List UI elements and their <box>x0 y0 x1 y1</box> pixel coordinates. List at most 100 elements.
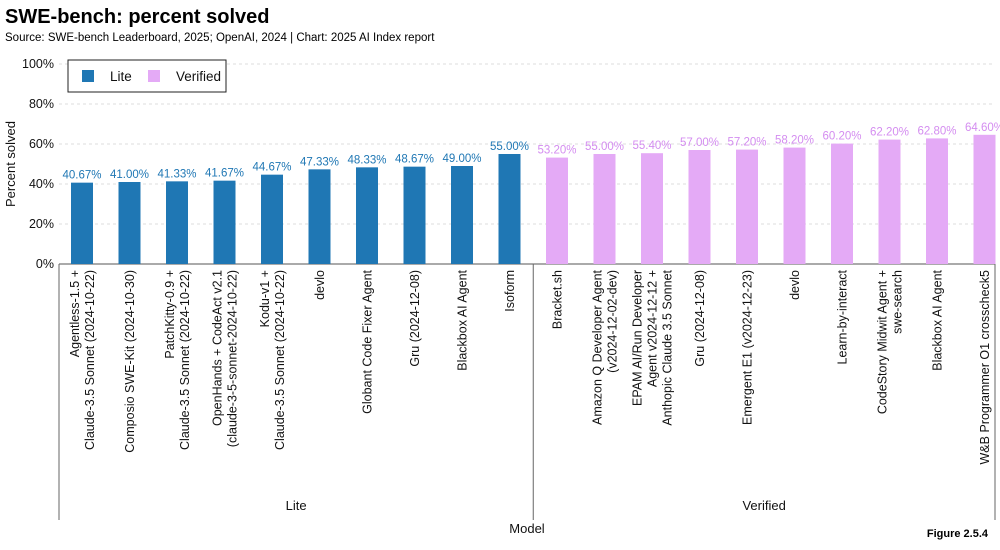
category-label-line: OpenHands + CodeAct v2.1 <box>211 270 225 426</box>
lite-bar <box>213 180 236 264</box>
lite-bar <box>356 167 378 264</box>
category-label: devlo <box>313 270 327 300</box>
category-label: Composio SWE-Kit (2024-10-30) <box>123 270 137 453</box>
data-label: 48.33% <box>347 154 386 166</box>
verified-bar <box>546 157 568 264</box>
data-label: 64.60% <box>965 122 1000 134</box>
lite-bar <box>118 182 141 264</box>
category-label: Isoform <box>503 270 517 312</box>
x-axis-title: Model <box>509 521 545 536</box>
category-label-line: Gru (2024-12-08) <box>408 270 422 367</box>
category-label-line: Anthopic Claude 3.5 Sonnet <box>661 269 675 425</box>
category-label-line: CodeStory Midwit Agent + <box>876 270 890 414</box>
category-label: Amazon Q Developer Agent(v2024-12-02-dev… <box>591 269 620 424</box>
data-label: 55.00% <box>585 141 624 153</box>
category-label: W&B Programmer O1 crosscheck5 <box>978 270 992 465</box>
data-label: 62.80% <box>917 125 956 137</box>
verified-bar <box>688 150 711 264</box>
verified-bar <box>736 149 758 264</box>
data-label: 41.33% <box>157 168 196 180</box>
y-axis-title: Percent solved <box>3 121 18 207</box>
verified-bar <box>783 147 806 264</box>
category-label-line: (v2024-12-02-dev) <box>606 270 620 373</box>
category-label-line: swe-search <box>891 270 905 334</box>
category-label: devlo <box>788 270 802 300</box>
y-tick-label: 60% <box>29 137 54 151</box>
category-label: OpenHands + CodeAct v2.1(claude-3-5-sonn… <box>211 270 240 447</box>
chart-title: SWE-bench: percent solved <box>5 6 270 28</box>
category-label-line: Kodu-v1 + <box>258 270 272 327</box>
verified-bar <box>878 139 901 264</box>
data-label: 44.67% <box>252 162 291 174</box>
category-label: Blackbox AI Agent <box>456 269 470 370</box>
y-tick-label: 100% <box>22 57 54 71</box>
group-label: Verified <box>742 498 785 513</box>
category-label: CodeStory Midwit Agent +swe-search <box>876 270 905 414</box>
data-label: 48.67% <box>395 154 434 166</box>
legend-label: Verified <box>176 69 221 84</box>
category-label-line: Emergent E1 (v2024-12-23) <box>741 270 755 425</box>
lite-bar <box>451 166 473 264</box>
category-label-line: Claude-3.5 Sonnet (2024-10-22) <box>83 270 97 450</box>
lite-bar <box>403 166 426 264</box>
category-label-line: Amazon Q Developer Agent <box>591 269 605 424</box>
data-label: 60.20% <box>822 131 861 143</box>
y-tick-label: 40% <box>29 177 54 191</box>
verified-bar <box>831 143 853 264</box>
data-label: 47.33% <box>300 156 339 168</box>
data-label: 41.00% <box>110 169 149 181</box>
category-label-line: Claude-3.5 Sonnet (2024-10-22) <box>273 270 287 450</box>
verified-bar <box>641 153 663 264</box>
data-label: 40.67% <box>62 170 101 182</box>
category-label-line: PatchKitty-0.9 + <box>163 270 177 359</box>
figure-label: Figure 2.5.4 <box>926 528 988 540</box>
group-label: Lite <box>286 498 307 513</box>
legend-swatch <box>148 70 160 82</box>
category-label-line: devlo <box>788 270 802 300</box>
verified-bar <box>973 134 996 264</box>
verified-bar <box>593 154 616 264</box>
lite-bar <box>166 181 188 264</box>
category-label: Gru (2024-12-08) <box>693 270 707 367</box>
category-label-line: devlo <box>313 270 327 300</box>
category-label: Gru (2024-12-08) <box>408 270 422 367</box>
category-label-line: Claude-3.5 Sonnet (2024-10-22) <box>178 270 192 450</box>
category-label-line: Globant Code Fixer Agent <box>361 269 375 413</box>
y-tick-label: 0% <box>36 257 54 271</box>
lite-bar <box>71 182 93 264</box>
data-label: 62.20% <box>870 127 909 139</box>
category-label-line: Agentless-1.5 + <box>68 270 82 357</box>
legend-box <box>67 59 227 93</box>
category-label-line: Gru (2024-12-08) <box>693 270 707 367</box>
category-label: Globant Code Fixer Agent <box>361 269 375 413</box>
category-label-line: (claude-3-5-sonnet-2024-10-22) <box>226 270 240 447</box>
data-label: 41.67% <box>205 168 244 180</box>
category-label-line: Blackbox AI Agent <box>931 269 945 370</box>
category-label: Emergent E1 (v2024-12-23) <box>741 270 755 425</box>
category-label-line: Bracket.sh <box>551 270 565 329</box>
y-tick-label: 80% <box>29 97 54 111</box>
verified-bar <box>926 138 948 264</box>
category-label-line: Isoform <box>503 270 517 312</box>
data-label: 58.20% <box>775 135 814 147</box>
category-label: Bracket.sh <box>551 270 565 329</box>
category-label: Agentless-1.5 +Claude-3.5 Sonnet (2024-1… <box>68 270 97 450</box>
category-label-line: Composio SWE-Kit (2024-10-30) <box>123 270 137 453</box>
data-label: 49.00% <box>442 153 481 165</box>
chart-subtitle: Source: SWE-bench Leaderboard, 2025; Ope… <box>5 32 435 44</box>
data-label: 57.20% <box>727 137 766 149</box>
data-label: 55.40% <box>632 140 671 152</box>
data-label: 57.00% <box>680 137 719 149</box>
lite-bar <box>261 174 283 264</box>
y-tick-label: 20% <box>29 217 54 231</box>
legend-label: Lite <box>110 69 132 84</box>
legend-swatch <box>82 70 94 82</box>
data-label: 53.20% <box>537 145 576 157</box>
lite-bar <box>498 154 521 264</box>
category-label-line: Blackbox AI Agent <box>456 269 470 370</box>
category-label: Blackbox AI Agent <box>931 269 945 370</box>
category-label-line: Learn-by-interact <box>836 269 850 364</box>
category-label: Learn-by-interact <box>836 269 850 364</box>
lite-bar <box>308 169 331 264</box>
